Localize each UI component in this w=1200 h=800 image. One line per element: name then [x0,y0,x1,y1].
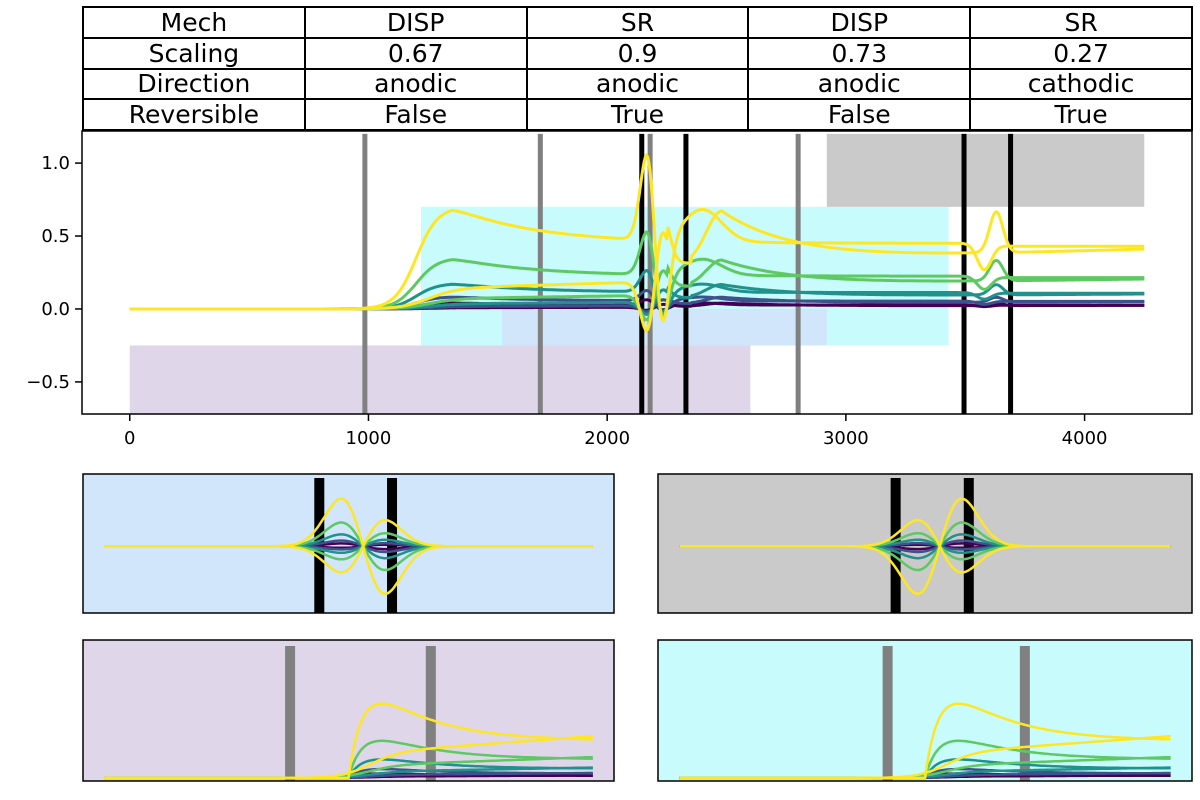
table-cell: SR [525,6,750,39]
main-chart: 0 1000 2000 3000 4000 −0.5 0.0 0.5 1.0 [26,130,1193,449]
table-cell: cathodic [969,67,1193,101]
table-cell: 0.27 [969,36,1193,70]
inset-frame [82,639,615,782]
inset-blue [82,473,615,614]
table-cell: Direction [82,67,306,101]
table-row: Scaling 0.67 0.9 0.73 0.27 [82,36,1193,70]
x-tick-label: 3000 [823,428,869,449]
region-band-purple [129,345,751,414]
marker-bar-gray [285,646,296,781]
table-cell: True [525,98,750,131]
table-cell: SR [969,6,1193,39]
table-cell: Reversible [82,98,306,131]
inset-gray [657,473,1193,614]
main-frame [81,130,1193,415]
table-row: Mech DISP SR DISP SR [82,6,1193,39]
table-cell: anodic [303,67,528,101]
x-tick-label: 4000 [1062,428,1108,449]
series-line-5b [129,209,1145,333]
table-cell: anodic [525,67,750,101]
table-cell: DISP [747,6,972,39]
marker-bar-gray [882,646,893,781]
mechanism-table: Mech DISP SR DISP SR Scaling 0.67 0.9 0.… [82,6,1193,131]
main-plot-area [129,133,1145,414]
table-cell: Scaling [82,36,306,70]
x-tick-label: 0 [124,428,135,449]
x-tick-label: 1000 [346,428,392,449]
table-cell: DISP [303,6,528,39]
inset-purple [82,639,615,782]
inset-series-line-5b [104,734,593,780]
region-band-gray [826,133,1145,207]
marker-bar-gray [1019,646,1030,781]
marker-bar-black [963,478,974,613]
table-row: Direction anodic anodic anodic cathodic [82,67,1193,101]
y-tick-label: 0.0 [41,299,70,320]
table-cell: 0.9 [525,36,750,70]
marker-bar-gray [425,646,436,781]
table-cell: anodic [747,67,972,101]
table-cell: 0.73 [747,36,972,70]
x-tick-label: 2000 [584,428,630,449]
inset-series-line-5b [679,518,1171,574]
table-row: Reversible False True False True [82,98,1193,131]
y-tick-label: 0.5 [41,226,70,247]
y-tick-label: 1.0 [41,153,70,174]
inset-series-line-5b [104,518,593,574]
table-cell: Mech [82,6,306,39]
inset-frame [82,473,615,614]
inset-cyan [657,639,1193,782]
table-cell: True [969,98,1193,131]
inset-series-line-5b [679,734,1171,780]
y-tick-label: −0.5 [26,372,70,393]
inset-frame [657,473,1193,614]
table-cell: False [303,98,528,131]
table-cell: 0.67 [303,36,528,70]
inset-frame [657,639,1193,782]
table-cell: False [747,98,972,131]
